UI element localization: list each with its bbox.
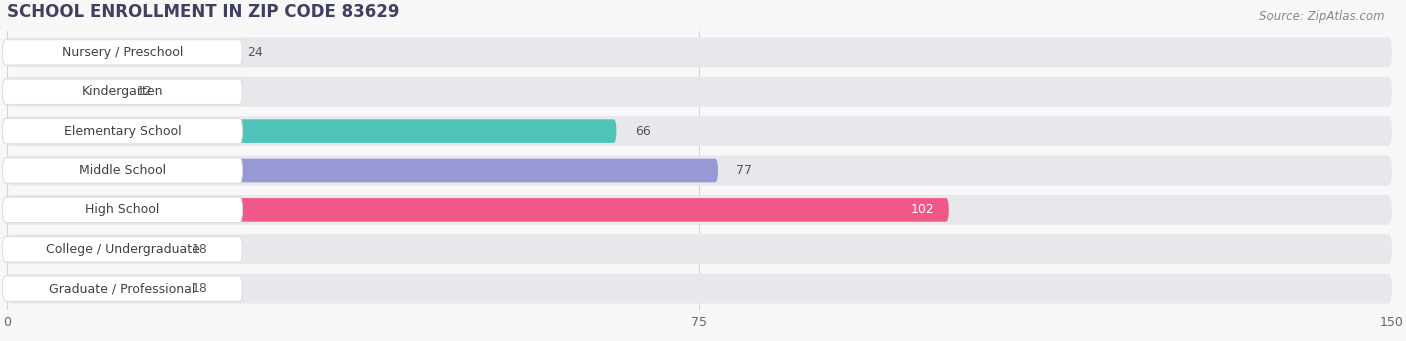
FancyBboxPatch shape	[3, 237, 242, 262]
FancyBboxPatch shape	[3, 197, 242, 223]
FancyBboxPatch shape	[7, 77, 1392, 107]
FancyBboxPatch shape	[7, 119, 616, 143]
Text: 18: 18	[191, 243, 208, 256]
Text: Graduate / Professional: Graduate / Professional	[49, 282, 195, 295]
FancyBboxPatch shape	[7, 155, 1392, 186]
FancyBboxPatch shape	[7, 277, 173, 300]
FancyBboxPatch shape	[3, 79, 242, 104]
Text: Nursery / Preschool: Nursery / Preschool	[62, 46, 183, 59]
Text: Middle School: Middle School	[79, 164, 166, 177]
Text: College / Undergraduate: College / Undergraduate	[45, 243, 200, 256]
FancyBboxPatch shape	[7, 41, 229, 64]
FancyBboxPatch shape	[7, 274, 1392, 303]
FancyBboxPatch shape	[3, 158, 242, 183]
FancyBboxPatch shape	[7, 195, 1392, 225]
FancyBboxPatch shape	[7, 80, 118, 104]
Text: SCHOOL ENROLLMENT IN ZIP CODE 83629: SCHOOL ENROLLMENT IN ZIP CODE 83629	[7, 3, 399, 21]
Text: 77: 77	[737, 164, 752, 177]
Text: 24: 24	[247, 46, 263, 59]
Text: 12: 12	[136, 85, 152, 98]
Text: 66: 66	[636, 124, 651, 138]
Text: 18: 18	[191, 282, 208, 295]
Text: Kindergarten: Kindergarten	[82, 85, 163, 98]
Text: High School: High School	[86, 203, 160, 217]
FancyBboxPatch shape	[7, 116, 1392, 146]
FancyBboxPatch shape	[7, 38, 1392, 67]
Text: Source: ZipAtlas.com: Source: ZipAtlas.com	[1260, 10, 1385, 23]
FancyBboxPatch shape	[7, 159, 718, 182]
FancyBboxPatch shape	[7, 237, 173, 261]
FancyBboxPatch shape	[7, 234, 1392, 264]
FancyBboxPatch shape	[3, 118, 242, 144]
Text: Elementary School: Elementary School	[63, 124, 181, 138]
FancyBboxPatch shape	[3, 40, 242, 65]
FancyBboxPatch shape	[7, 198, 949, 222]
FancyBboxPatch shape	[3, 276, 242, 301]
Text: 102: 102	[911, 203, 935, 217]
